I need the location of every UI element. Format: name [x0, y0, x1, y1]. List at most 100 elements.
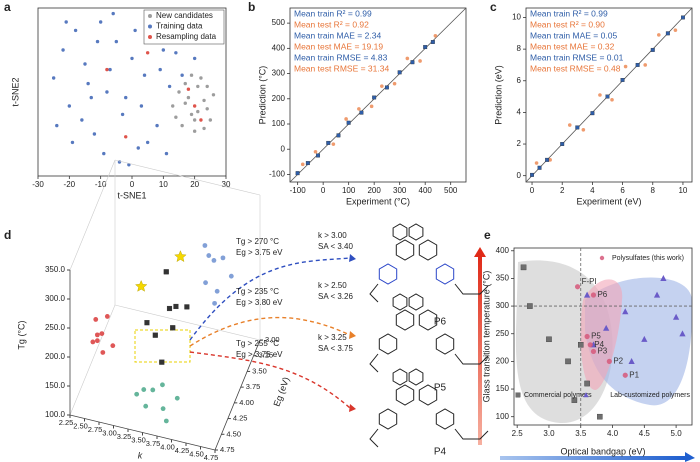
- y-tick-label: 4.00: [239, 398, 254, 407]
- marker: [180, 73, 184, 77]
- molecule-ring: [392, 368, 408, 386]
- marker: [145, 51, 150, 55]
- marker: [300, 162, 305, 167]
- x-tick-label: 4.25: [175, 446, 190, 455]
- marker: [159, 359, 165, 365]
- y-tick-label: 10: [512, 13, 521, 22]
- y-tick-label: 250: [496, 329, 510, 338]
- y-tick-label: 150: [496, 384, 510, 393]
- marker: [202, 126, 206, 131]
- marker: [163, 269, 169, 275]
- molecule-bond: [369, 283, 379, 303]
- marker: [180, 123, 184, 128]
- marker: [548, 158, 552, 162]
- box-edge: [69, 304, 116, 416]
- marker: [148, 14, 152, 18]
- x-tick-label: 4.5: [639, 429, 651, 438]
- arrow-head: [474, 247, 486, 257]
- marker: [61, 48, 65, 52]
- marker: [418, 59, 422, 63]
- marker: [211, 257, 217, 263]
- marker: [189, 112, 194, 117]
- candidate-label: P6: [434, 317, 447, 328]
- marker: [575, 125, 580, 130]
- marker: [102, 151, 106, 156]
- y-tick-label: 4: [517, 108, 522, 117]
- marker: [192, 118, 197, 122]
- marker: [336, 133, 341, 138]
- x-tick-label: 300: [393, 186, 407, 195]
- marker: [184, 304, 190, 310]
- marker: [108, 67, 112, 72]
- panel-label: b: [248, 0, 255, 14]
- selection-box: [134, 329, 191, 363]
- marker: [620, 78, 625, 82]
- x-tick-label: 2.75: [88, 425, 103, 434]
- y-axis-label: Glass transition temperature (°C): [481, 271, 491, 403]
- x-tick-label: 4: [590, 186, 595, 195]
- arrow-head: [349, 404, 356, 412]
- panel-label: d: [4, 228, 11, 242]
- marker: [158, 67, 162, 72]
- marker: [590, 111, 595, 116]
- marker: [384, 85, 389, 90]
- marker: [177, 90, 181, 94]
- marker: [583, 392, 589, 398]
- marker: [130, 56, 134, 61]
- marker: [124, 95, 128, 100]
- y-tick-label: 400: [496, 246, 510, 255]
- point-label: P3: [597, 347, 607, 356]
- marker: [605, 94, 610, 99]
- y-tick-label: 0: [517, 171, 522, 180]
- x-tick-label: 10: [678, 186, 687, 195]
- marker: [534, 161, 539, 165]
- y-tick-label: 500: [272, 18, 286, 27]
- marker: [95, 39, 100, 44]
- y-tick-label: 0: [281, 144, 286, 153]
- marker: [120, 112, 125, 117]
- z-tick-label: 350.0: [45, 265, 66, 274]
- y-axis-label: Prediction (eV): [493, 65, 503, 125]
- marker: [199, 76, 203, 80]
- x-axis-label: k: [138, 450, 143, 460]
- marker: [90, 339, 96, 345]
- marker: [148, 35, 152, 39]
- marker: [650, 47, 655, 52]
- panel-label: e: [484, 228, 491, 242]
- marker: [163, 418, 169, 424]
- marker: [212, 300, 217, 306]
- molecule-bond: [369, 353, 379, 373]
- marker: [164, 151, 169, 156]
- marker: [346, 120, 351, 125]
- marker: [527, 303, 533, 309]
- marker: [150, 387, 156, 393]
- marker: [587, 342, 593, 348]
- point-label: P2: [613, 357, 623, 366]
- marker: [83, 62, 87, 66]
- x-tick-label: 3.00: [102, 428, 117, 437]
- y-tick-label: 4.25: [233, 414, 248, 423]
- marker: [136, 146, 140, 150]
- marker: [583, 291, 591, 298]
- marker: [660, 275, 667, 282]
- molecule-ring: [395, 239, 415, 261]
- series-label: Lab-customized polymers: [610, 392, 690, 399]
- marker: [143, 403, 149, 409]
- marker: [397, 70, 402, 75]
- marker: [599, 255, 605, 261]
- condition: k > 3.25: [318, 333, 347, 342]
- marker: [316, 153, 321, 158]
- marker: [186, 95, 191, 100]
- z-tick-label: 150.0: [45, 381, 66, 390]
- molecule-ring: [378, 263, 398, 285]
- marker: [114, 39, 119, 44]
- marker: [152, 332, 158, 338]
- marker: [192, 56, 197, 61]
- marker: [174, 115, 178, 119]
- marker: [410, 60, 415, 65]
- molecule-ring: [378, 408, 398, 430]
- marker: [183, 101, 187, 105]
- marker: [86, 81, 90, 86]
- plot-frame: [513, 247, 693, 426]
